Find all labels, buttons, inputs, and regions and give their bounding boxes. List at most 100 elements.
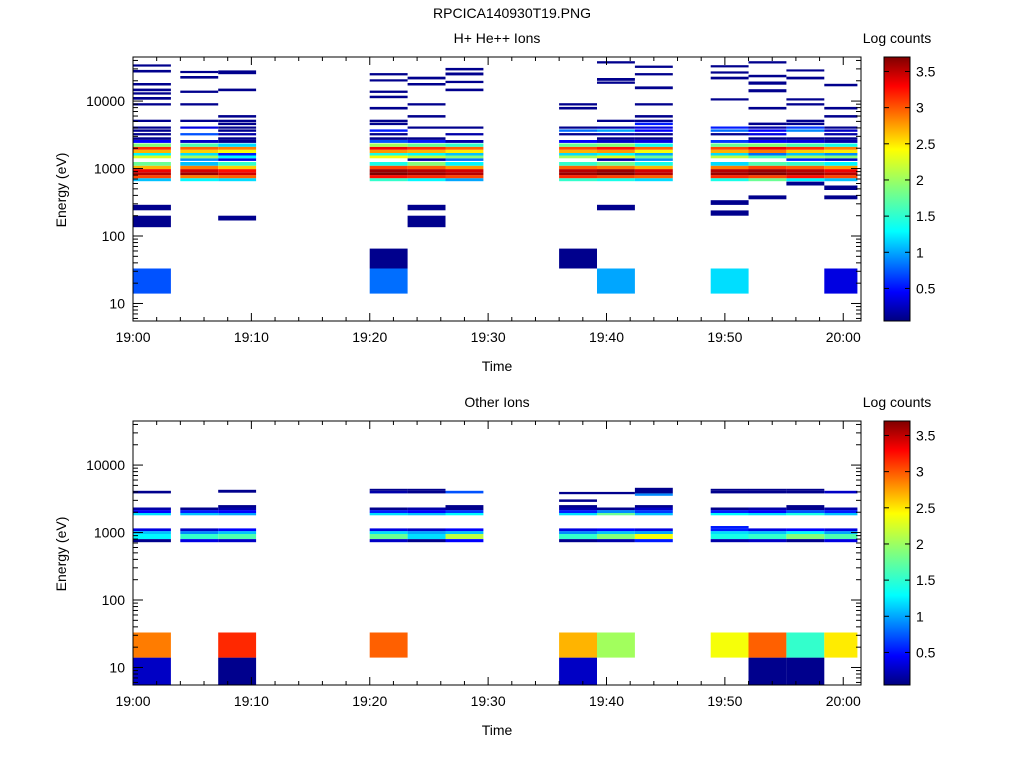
heatmap-cell [824,175,858,179]
heatmap-cell [786,181,825,186]
heatmap-cell [597,268,635,294]
heatmap-cell [218,115,257,118]
heatmap-cell [824,140,858,143]
heatmap-cell [218,153,257,156]
y-tick-label: 10 [109,659,125,675]
heatmap-cell [445,153,484,156]
heatmap-cell [748,61,787,64]
heatmap-cell [597,140,635,143]
heatmap-cell [445,80,484,84]
heatmap-cell [710,200,749,205]
heatmap-cell [180,178,219,182]
heatmap-cell [407,172,446,176]
heatmap-cell [407,169,446,173]
heatmap-cell [634,513,673,516]
heatmap-cell [445,175,484,179]
heatmap-cell [407,539,446,543]
heatmap-cell [133,126,171,129]
heatmap-cell [369,106,408,110]
heatmap-cell [407,204,446,211]
heatmap-cell [710,143,749,147]
heatmap-cell [748,74,787,78]
heatmap-cell [407,531,446,534]
heatmap-cell [133,178,171,182]
colorbar-tick-label: 3 [916,100,924,116]
heatmap-cell [748,175,787,179]
heatmap-cell [559,169,597,173]
axis-ticks: 19:00 19:10 19:20 19:30 19:40 19:50 20:00 10 100… [86,57,861,345]
heatmap-cell [445,510,484,513]
heatmap-cell [180,70,219,74]
x-axis-label: Time [482,722,513,738]
heatmap-cell [634,539,673,543]
heatmap-cell [445,165,484,170]
heatmap-cell [180,143,219,147]
heatmap-cell [786,513,825,516]
heatmap-cell [710,178,749,182]
heatmap-cell [597,137,635,140]
x-tick-label: 20:00 [826,693,861,709]
heatmap-cell [748,89,787,93]
heatmap-cell [634,137,673,140]
heatmap-cell [824,268,858,294]
heatmap-cell [634,86,673,90]
heatmap-cell [748,162,787,166]
heatmap-cell [369,531,408,534]
x-tick-label: 19:50 [707,693,742,709]
heatmap-cell [748,165,787,170]
heatmap-cell [824,115,858,118]
plot-frame [132,56,862,322]
heatmap-cell [369,510,408,513]
heatmap-cell [445,149,484,153]
heatmap-cell [824,513,858,516]
heatmap-cell [710,153,749,156]
heatmap-cell [786,507,825,511]
heatmap-cell [634,169,673,173]
heatmap-cell [369,129,408,132]
heatmap-cell [597,169,635,173]
heatmap-cell [824,510,858,513]
heatmap-cell [786,143,825,147]
heatmap-cell [369,165,408,170]
heatmap-cell [824,165,858,170]
heatmap-cell [369,119,408,122]
heatmap-cell [597,165,635,170]
y-tick-label: 1000 [94,161,125,177]
heatmap-cell [445,72,484,76]
heatmap-cell [407,507,446,511]
heatmap-cell [786,146,825,150]
heatmap-cell [786,119,825,122]
heatmap-cell [597,81,635,84]
heatmap-cell [180,140,219,143]
heatmap-cell [710,528,749,532]
heatmap-cell [710,488,749,491]
heatmap-cell [824,149,858,153]
heatmap-cell [824,143,858,147]
heatmap-cell [597,632,635,658]
heatmap-cell [369,488,408,491]
heatmap-cell [748,178,787,182]
heatmap-cell [218,513,257,516]
heatmap-cell [180,146,219,150]
heatmap-cell [748,488,787,491]
heatmap-cell [133,92,171,95]
heatmap-cell [369,95,408,99]
y-tick-label: 10000 [86,93,125,109]
heatmap-cell [634,146,673,150]
heatmap-cell [559,505,597,508]
heatmap-cell [133,513,171,516]
heatmap-cell [218,137,257,140]
heatmap-cell [597,204,635,211]
heatmap-cells [133,61,858,294]
heatmap-cell [180,149,219,153]
y-axis-label: Energy (eV) [53,517,69,592]
heatmap-cell [824,162,858,166]
heatmap-cell [634,73,673,76]
heatmap-cell [133,531,171,534]
heatmap-cell [748,143,787,147]
heatmap-cell [634,528,673,532]
heatmap-cell [445,162,484,166]
heatmap-cell [218,165,257,170]
heatmap-cell [786,129,825,132]
